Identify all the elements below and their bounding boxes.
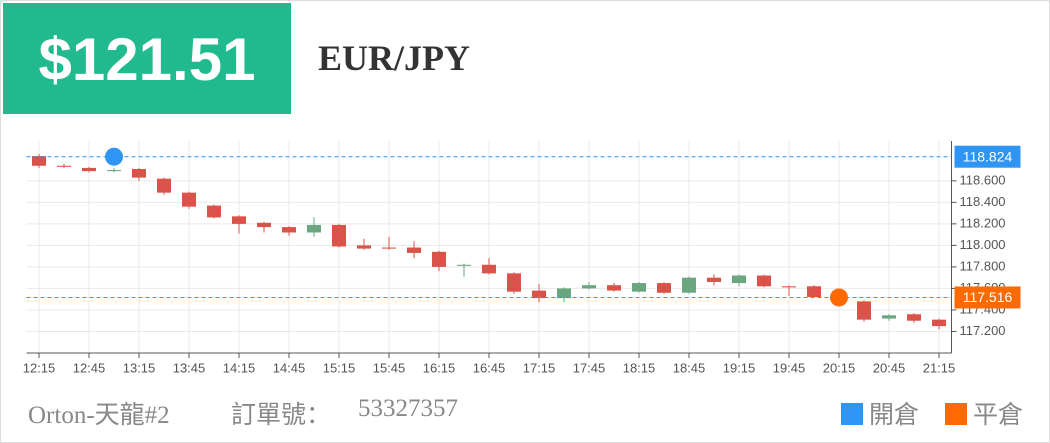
y-tick-label: 118.200 [960, 215, 1006, 230]
x-tick-label: 14:45 [273, 360, 306, 375]
x-tick-label: 15:15 [323, 360, 356, 375]
symbol: EUR/JPY [318, 38, 470, 78]
legend-swatch [944, 403, 967, 425]
y-tick-label: 117.200 [960, 323, 1006, 338]
candle-body [332, 224, 346, 247]
x-tick-label: 15:45 [373, 360, 406, 375]
trade-marker [105, 147, 123, 166]
candle-body [307, 224, 321, 233]
x-tick-label: 16:15 [423, 360, 456, 375]
x-tick-label: 12:45 [73, 360, 106, 375]
x-tick-label: 19:45 [773, 360, 806, 375]
chart: 117.200117.400117.600117.800118.000118.2… [23, 141, 1021, 375]
candle-body [407, 247, 421, 253]
candle-body [382, 247, 396, 249]
order-number: 53327357 [358, 395, 458, 422]
candle-body [657, 283, 671, 293]
x-tick-label: 21:15 [923, 360, 956, 375]
legend-item: 開倉 [840, 402, 919, 429]
candle-body [82, 167, 96, 172]
price-box: $121.51 [3, 3, 291, 114]
x-tick-label: 12:15 [23, 360, 56, 375]
x-tick-label: 18:15 [623, 360, 656, 375]
candle-body [57, 165, 71, 167]
x-tick-label: 20:45 [873, 360, 906, 375]
price-tag [954, 286, 1021, 309]
legend-label: 平倉 [972, 402, 1023, 429]
candle-body [157, 178, 171, 193]
legend-swatch [840, 403, 863, 425]
x-tick-label: 20:15 [823, 360, 856, 375]
candle-body [582, 285, 596, 289]
price: $121.51 [38, 26, 256, 93]
candle-body [882, 315, 896, 319]
candle-body [932, 319, 946, 327]
candle-body [507, 273, 521, 292]
y-tick-label: 118.600 [960, 172, 1006, 187]
legend: 開倉 平倉 [840, 395, 1023, 431]
x-tick-label: 16:45 [473, 360, 506, 375]
candle-body [532, 290, 546, 299]
candle-body [282, 227, 296, 233]
y-tick-label: 117.800 [960, 258, 1006, 273]
order-label: 訂單號： [231, 402, 332, 429]
account: Orton-天龍#2 [28, 402, 170, 429]
candle-body [132, 168, 146, 178]
candle-body [482, 264, 496, 274]
candle-body [232, 216, 246, 224]
x-tick-label: 17:15 [523, 360, 556, 375]
candle-body [857, 301, 871, 320]
candle-body [707, 277, 721, 282]
x-tick-label: 17:45 [573, 360, 606, 375]
legend-label: 開倉 [868, 402, 919, 429]
candle-body [432, 251, 446, 267]
price-tag-label: 118.824 [963, 148, 1013, 164]
candle-body [782, 286, 796, 288]
x-tick-label: 18:45 [673, 360, 706, 375]
candle-body [32, 156, 46, 166]
price-tag-label: 117.516 [963, 289, 1013, 305]
candle-body [732, 275, 746, 284]
candle-body [257, 222, 271, 228]
candle-body [757, 275, 771, 287]
y-tick-label: 118.000 [960, 237, 1006, 252]
candle-body [107, 170, 121, 172]
x-tick-label: 19:15 [723, 360, 756, 375]
x-tick-label: 14:15 [223, 360, 256, 375]
trade-marker [830, 288, 848, 307]
candle-body [907, 314, 921, 321]
candle-body [682, 277, 696, 293]
x-tick-label: 13:45 [173, 360, 206, 375]
candle-body [807, 286, 821, 298]
candle-body [207, 205, 221, 218]
candle-body [607, 285, 621, 291]
candle-body [457, 264, 471, 266]
y-tick-label: 118.400 [960, 194, 1006, 209]
x-tick-label: 13:15 [123, 360, 156, 375]
legend-item: 平倉 [944, 402, 1023, 429]
candle-body [632, 283, 646, 292]
candle-body [182, 192, 196, 207]
candle-body [357, 245, 371, 249]
price-tag [954, 145, 1021, 168]
candle-body [557, 288, 571, 299]
